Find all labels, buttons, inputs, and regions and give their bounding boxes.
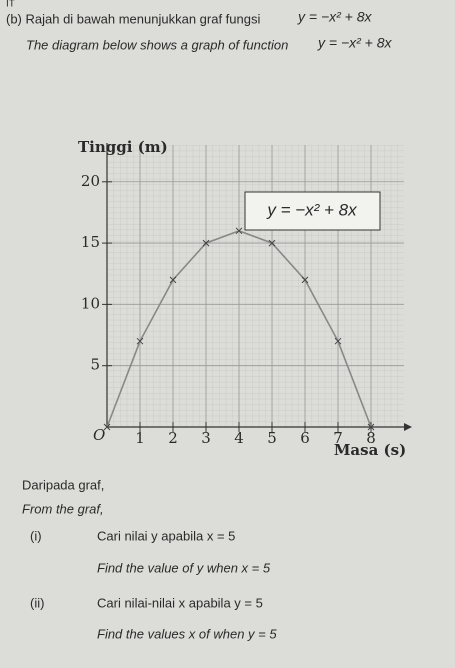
intro-en: From the graf, bbox=[22, 501, 104, 516]
point bbox=[235, 227, 243, 235]
equation: y = −x² + 8x bbox=[297, 9, 373, 25]
item-number: (i) bbox=[30, 528, 42, 543]
graph: 5 10 15 20 1 2 3 4 5 6 7 8 O Tinggi (m) Masa (s) y = −x… bbox=[78, 138, 412, 459]
y-tick-label: 15 bbox=[81, 233, 100, 251]
x-tick-label: 1 bbox=[135, 429, 145, 447]
annotation-box bbox=[244, 191, 381, 231]
item-en: Find the values x of when y = 5 bbox=[97, 626, 277, 641]
point bbox=[367, 423, 375, 431]
point bbox=[103, 423, 111, 431]
x-tick-label: 6 bbox=[300, 429, 310, 447]
equation: y = −x² + 8x bbox=[317, 35, 393, 51]
annotation: y = −x² + 8x bbox=[266, 200, 357, 219]
point bbox=[202, 239, 210, 247]
axis-arrow bbox=[404, 423, 412, 431]
origin-label: O bbox=[93, 426, 105, 444]
x-axis-label: Masa (s) bbox=[334, 441, 406, 459]
graph-paper bbox=[107, 145, 404, 427]
item-ms: Cari nilai-nilai x apabila y = 5 bbox=[97, 595, 263, 610]
corner-text: IT bbox=[6, 0, 15, 10]
point bbox=[136, 337, 144, 345]
point bbox=[334, 337, 342, 345]
item-number: (ii) bbox=[30, 595, 44, 610]
question-ms: (b) Rajah di bawah menunjukkan graf fung… bbox=[6, 11, 260, 26]
x-tick-label: 8 bbox=[366, 429, 376, 447]
x-tick-label: 7 bbox=[333, 429, 343, 447]
question-en: The diagram below shows a graph of funct… bbox=[26, 37, 288, 52]
y-tick-label: 10 bbox=[81, 294, 100, 312]
x-tick-label: 5 bbox=[267, 429, 277, 447]
point bbox=[301, 276, 309, 284]
item-en: Find the value of y when x = 5 bbox=[97, 560, 271, 575]
y-axis-label: Tinggi (m) bbox=[78, 138, 168, 156]
x-tick-label: 4 bbox=[234, 429, 244, 447]
point bbox=[169, 276, 177, 284]
y-tick-label: 20 bbox=[81, 172, 100, 190]
point bbox=[268, 239, 276, 247]
x-tick-label: 3 bbox=[201, 429, 211, 447]
item-ms: Cari nilai y apabila x = 5 bbox=[97, 528, 235, 543]
intro-ms: Daripada graf, bbox=[22, 477, 104, 492]
y-tick-label: 5 bbox=[90, 356, 100, 374]
x-tick-label: 2 bbox=[168, 429, 178, 447]
